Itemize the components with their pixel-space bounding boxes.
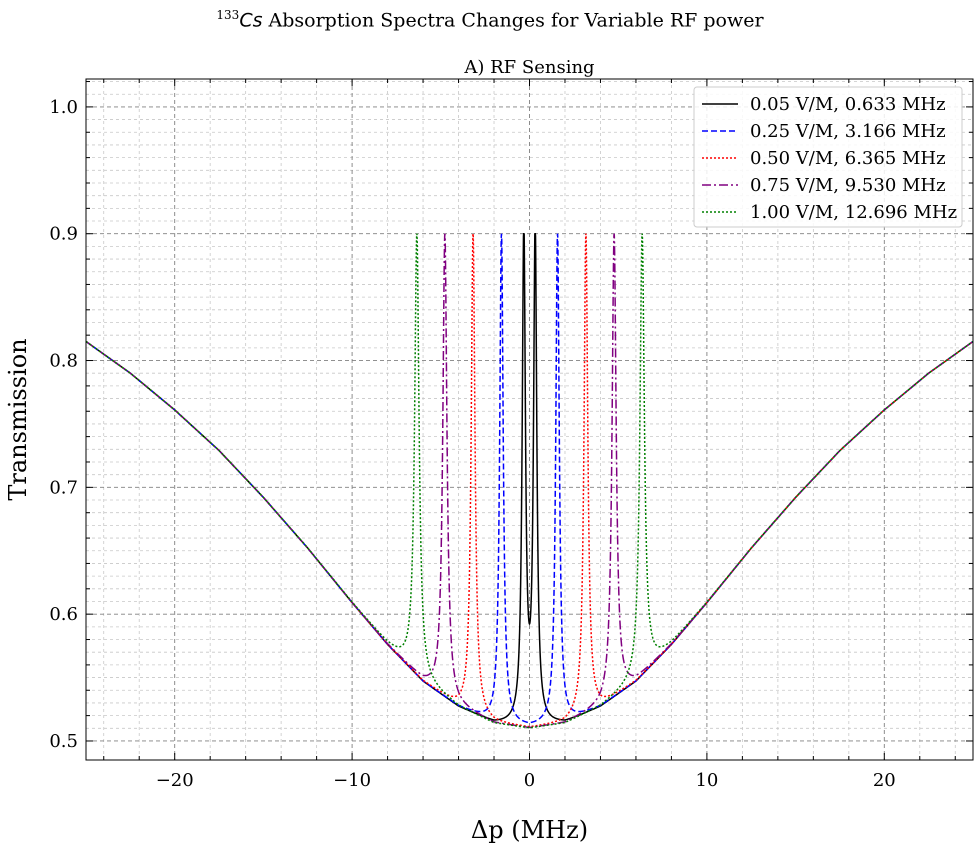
y-tick-label: 1.0: [49, 97, 78, 118]
legend-box: [693, 86, 963, 228]
legend-label: 0.50 V/M, 6.365 MHz: [750, 148, 946, 169]
x-tick-label: 10: [695, 770, 718, 791]
legend-label: 0.75 V/M, 9.530 MHz: [750, 175, 946, 196]
x-axis-label: Δp (MHz): [471, 816, 588, 844]
y-tick-label: 0.9: [49, 224, 78, 245]
x-tick-label: 20: [873, 770, 896, 791]
legend-label: 1.00 V/M, 12.696 MHz: [750, 202, 957, 223]
suptitle-text: Absorption Spectra Changes for Variable …: [262, 9, 764, 32]
axis-ticks: [86, 79, 973, 760]
axes-title: A) RF Sensing: [463, 57, 594, 78]
element-symbol: Cs: [239, 9, 263, 32]
y-tick-label: 0.8: [49, 351, 78, 372]
y-tick-label: 0.7: [49, 477, 78, 498]
isotope-superscript: 133: [216, 8, 240, 22]
series-layer: [85, 232, 974, 729]
x-tick-label: 0: [524, 770, 535, 791]
legend-label: 0.05 V/M, 0.633 MHz: [750, 94, 946, 115]
plot-frame: [85, 78, 974, 761]
figure-suptitle: 133Cs Absorption Spectra Changes for Var…: [0, 8, 980, 31]
x-tick-label: −20: [156, 770, 194, 791]
y-tick-label: 0.5: [49, 731, 78, 752]
legend: 0.05 V/M, 0.633 MHz 0.25 V/M, 3.166 MHz 0.…: [693, 86, 963, 228]
y-tick-label: 0.6: [49, 604, 78, 625]
legend-label: 0.25 V/M, 3.166 MHz: [750, 121, 946, 142]
series-line: [85, 233, 974, 729]
x-tick-label: −10: [333, 770, 371, 791]
y-axis-label: Transmission: [4, 338, 32, 500]
tick-labels: −20 −10 0 10 20 0.5 0.6 0.7 0.8 0.9 1.0: [49, 97, 895, 791]
